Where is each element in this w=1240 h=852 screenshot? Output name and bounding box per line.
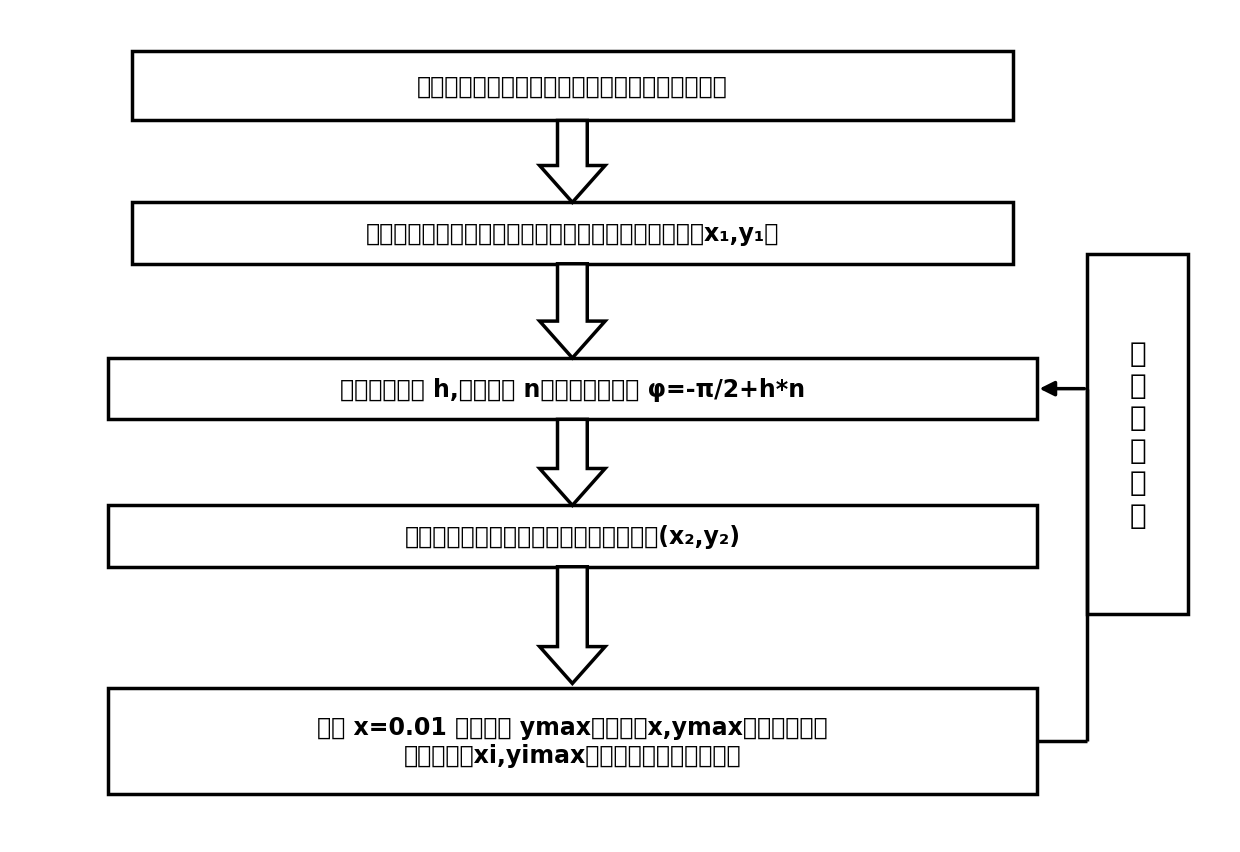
Text: 不
断
改
变
步
长: 不 断 改 变 步 长 <box>1130 339 1146 529</box>
Bar <box>131 203 1013 264</box>
Text: 给定迭代步长 h,迭代次数 n，确定旋转角度 φ=-π/2+h*n: 给定迭代步长 h,迭代次数 n，确定旋转角度 φ=-π/2+h*n <box>340 377 805 401</box>
Text: 柔性齿轮基本参数赋值，包括压力角、模数、齿数: 柔性齿轮基本参数赋值，包括压力角、模数、齿数 <box>417 75 728 99</box>
Bar <box>108 359 1037 420</box>
Text: 按照 x=0.01 分度值取 ymax，保存（x,ymax）在矩阵中，
提取所有（xi,yimax）连续起来即为包络曲线: 按照 x=0.01 分度值取 ymax，保存（x,ymax）在矩阵中， 提取所有… <box>317 715 827 767</box>
Bar <box>108 506 1037 567</box>
Text: 根据柔性齿轮齿廓参数取值范围，求得连续的点坐标（x₁,y₁）: 根据柔性齿轮齿廓参数取值范围，求得连续的点坐标（x₁,y₁） <box>366 222 779 245</box>
Bar <box>1087 254 1188 614</box>
Polygon shape <box>539 567 605 683</box>
Bar <box>108 688 1037 794</box>
Polygon shape <box>539 264 605 359</box>
Text: 根据坐标转换矩阵求得在刚性齿轮离散点(x₂,y₂): 根据坐标转换矩阵求得在刚性齿轮离散点(x₂,y₂) <box>404 525 740 549</box>
Polygon shape <box>539 121 605 203</box>
Polygon shape <box>539 420 605 506</box>
Bar <box>131 52 1013 121</box>
